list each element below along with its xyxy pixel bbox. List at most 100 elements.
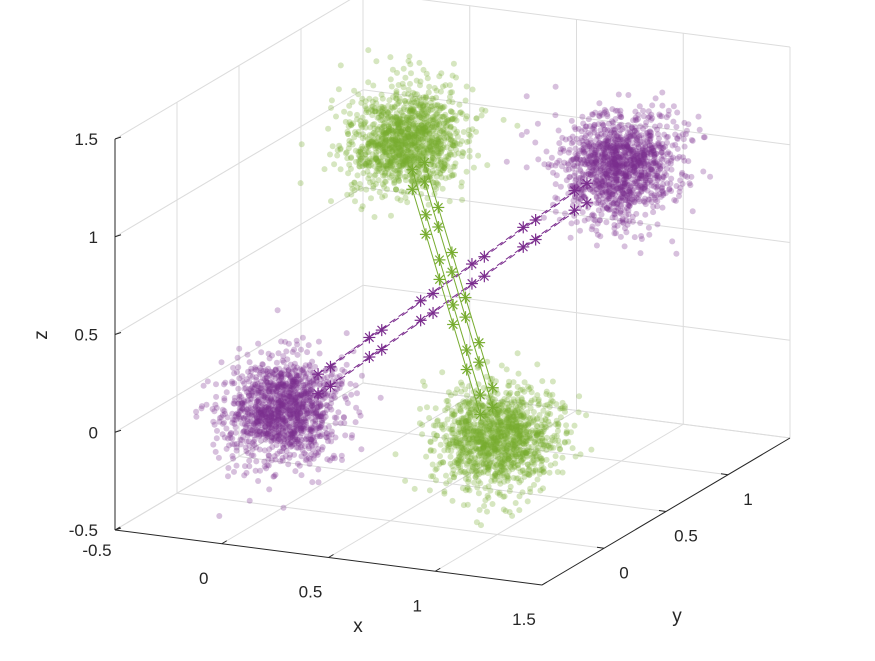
scatter-point	[393, 451, 399, 457]
scatter-point	[595, 200, 601, 206]
scatter-point	[492, 478, 498, 484]
scatter-point	[667, 186, 673, 192]
scatter-point	[535, 477, 541, 483]
scatter-point	[659, 103, 665, 109]
scatter-point	[430, 473, 436, 479]
scatter-point	[528, 385, 534, 391]
scatter-point	[535, 121, 541, 127]
scatter-point	[317, 351, 323, 357]
scatter-point	[437, 453, 443, 459]
scatter-point	[469, 437, 475, 443]
scatter-point	[301, 400, 307, 406]
scatter-point	[408, 70, 414, 76]
scatter-point	[680, 131, 686, 137]
scatter-point	[270, 407, 276, 413]
scatter-point	[213, 449, 219, 455]
scatter-point	[460, 403, 466, 409]
scatter-point	[663, 172, 669, 178]
scatter-point	[193, 414, 199, 420]
scatter-point	[241, 397, 247, 403]
scatter-point	[558, 405, 564, 411]
scatter-point	[604, 111, 610, 117]
scatter-point	[664, 124, 670, 130]
scatter-point	[554, 160, 560, 166]
scatter-point	[255, 381, 261, 387]
scatter-point	[483, 437, 489, 443]
scatter-point	[587, 187, 593, 193]
scatter-point	[383, 179, 389, 185]
scatter-point	[300, 424, 306, 430]
scatter-point	[319, 447, 325, 453]
scatter-point	[631, 173, 637, 179]
scatter-point	[230, 365, 236, 371]
scatter-point	[599, 212, 605, 218]
scatter-point	[556, 140, 562, 146]
scatter-point	[402, 75, 408, 81]
scatter-point	[597, 184, 603, 190]
scatter-point	[653, 95, 659, 101]
scatter-point	[524, 93, 530, 99]
scatter-point	[516, 409, 522, 415]
scatter-point	[442, 421, 448, 427]
scatter-point	[570, 162, 576, 168]
scatter-point	[275, 307, 281, 313]
scatter-point	[515, 384, 521, 390]
scatter-point	[450, 73, 456, 79]
scatter-point	[545, 410, 551, 416]
scatter-point	[588, 170, 594, 176]
scatter-point	[331, 453, 337, 459]
scatter-point	[574, 219, 580, 225]
scatter-point	[509, 513, 515, 519]
scatter-point	[225, 436, 231, 442]
scatter-point	[618, 155, 624, 161]
scatter-point	[477, 507, 483, 513]
scatter-point	[363, 187, 369, 193]
scatter-point	[654, 173, 660, 179]
scatter-point	[344, 362, 350, 368]
scatter-point	[569, 220, 575, 226]
scatter-point	[322, 166, 328, 172]
scatter-point	[243, 424, 249, 430]
scatter-point	[328, 373, 334, 379]
scatter-point	[456, 431, 462, 437]
scatter-point	[670, 155, 676, 161]
scatter-point	[211, 408, 217, 414]
scatter-point	[221, 397, 227, 403]
scatter-point	[659, 113, 665, 119]
scatter-point	[472, 416, 478, 422]
scatter-point	[514, 123, 520, 129]
scatter-point	[424, 71, 430, 77]
scatter-point	[253, 458, 259, 464]
scatter-point	[618, 234, 624, 240]
scatter-point	[426, 84, 432, 90]
scatter-point	[259, 393, 265, 399]
scatter-point	[632, 199, 638, 205]
scatter-point	[504, 366, 510, 372]
scatter-point	[438, 442, 444, 448]
scatter-point	[465, 429, 471, 435]
scatter-point	[532, 140, 538, 146]
scatter-point	[625, 92, 631, 98]
scatter-point	[501, 117, 507, 123]
scatter-point	[596, 100, 602, 106]
scatter-point	[309, 437, 315, 443]
scatter-point	[612, 208, 618, 214]
scatter-point	[293, 404, 299, 410]
scatter-point	[253, 374, 259, 380]
scatter-point	[402, 478, 408, 484]
scatter-point	[511, 379, 517, 385]
scatter-point	[642, 212, 648, 218]
scatter-point	[534, 361, 540, 367]
scatter-point	[534, 431, 540, 437]
scatter-point	[502, 436, 508, 442]
scatter-point	[399, 189, 405, 195]
scatter-point	[672, 142, 678, 148]
scatter-point	[287, 373, 293, 379]
scatter-point	[288, 413, 294, 419]
scatter-point	[282, 339, 288, 345]
scatter-point	[419, 431, 425, 437]
scatter-point	[338, 166, 344, 172]
scatter-point	[562, 211, 568, 217]
scatter-point	[210, 442, 216, 448]
scatter-point	[617, 218, 623, 224]
